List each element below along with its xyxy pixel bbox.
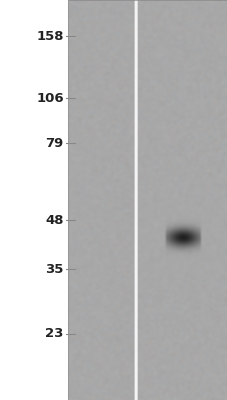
- Text: 79: 79: [45, 137, 64, 150]
- Text: 35: 35: [45, 263, 64, 276]
- Text: 106: 106: [36, 92, 64, 104]
- Text: 23: 23: [45, 328, 64, 340]
- Text: 158: 158: [36, 30, 64, 43]
- Text: 48: 48: [45, 214, 64, 227]
